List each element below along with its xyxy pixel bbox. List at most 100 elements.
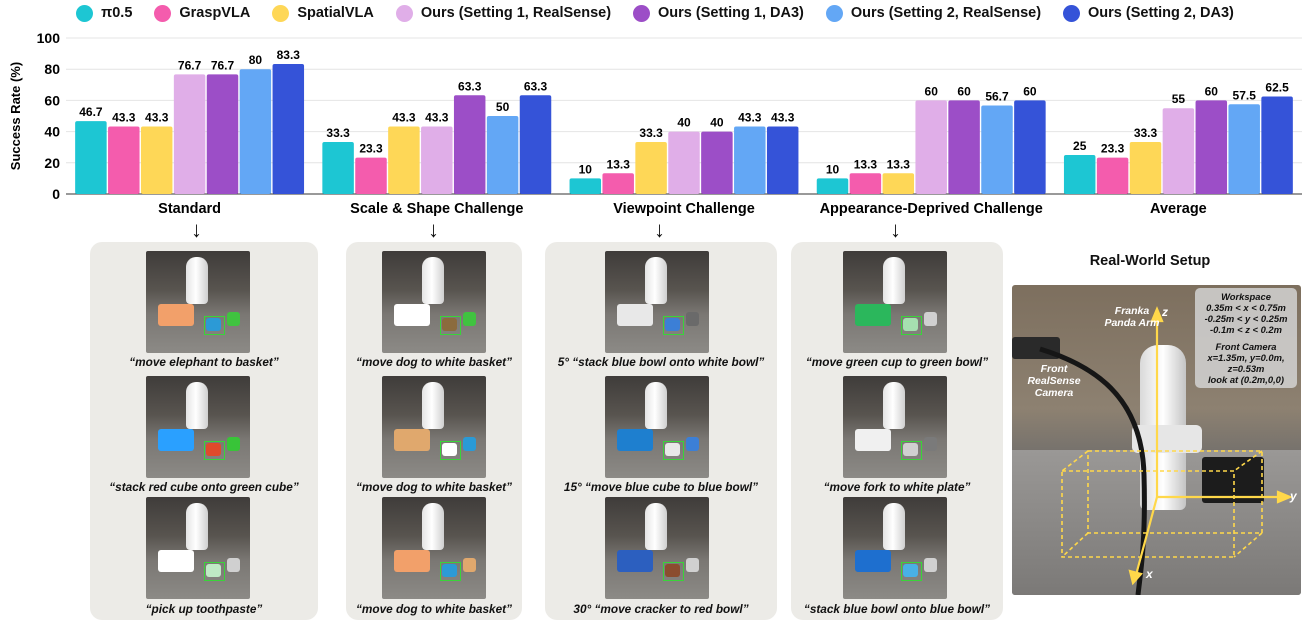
task-snapshot [146, 497, 250, 599]
category-label: Viewpoint Challenge [613, 201, 755, 217]
data-label: 43.3 [738, 110, 762, 124]
scene-object [617, 429, 653, 452]
legend-swatch [154, 4, 172, 22]
data-label: 76.7 [211, 58, 235, 72]
scene-object [158, 304, 194, 327]
target-bounding-box [901, 316, 922, 335]
target-bounding-box [663, 441, 684, 460]
robot-arm [185, 503, 209, 551]
data-label: 63.3 [458, 79, 482, 93]
y-axis-title: Success Rate (%) [8, 62, 23, 170]
scene-object [394, 429, 430, 452]
data-label: 60 [1205, 84, 1219, 98]
scene-object [665, 318, 680, 331]
bar [206, 74, 239, 194]
bar [75, 121, 107, 194]
bar [948, 100, 980, 194]
y-tick-label: 60 [44, 92, 60, 108]
robot-arm [882, 382, 906, 430]
bar [849, 173, 882, 194]
scene-object [686, 312, 699, 327]
task-caption: “move fork to white plate” [823, 480, 971, 494]
bar [108, 126, 140, 194]
category-label: Appearance-Deprived Challenge [820, 201, 1043, 217]
task-caption: “move dog to white basket” [355, 480, 512, 494]
legend-item: SpatialVLA [272, 4, 374, 22]
legend-label: π0.5 [101, 5, 133, 21]
task-snapshot [146, 251, 250, 353]
data-label: 40 [677, 116, 691, 130]
data-label: 43.3 [425, 110, 449, 124]
robot-arm [644, 382, 668, 430]
data-label: 46.7 [79, 105, 103, 119]
bar [766, 126, 799, 194]
data-label: 43.3 [392, 110, 416, 124]
data-label: 60 [925, 84, 939, 98]
category-label: Average [1150, 201, 1207, 217]
bar [140, 126, 173, 194]
data-label: 33.3 [639, 126, 663, 140]
task-snapshot [146, 376, 250, 478]
robot-arm [185, 382, 209, 430]
scene-object [227, 437, 240, 452]
scene-object [903, 318, 918, 331]
bar [1129, 142, 1162, 194]
data-label: 60 [957, 84, 971, 98]
scene-object [206, 318, 221, 331]
scene-object [463, 437, 476, 452]
scene-object [903, 443, 918, 456]
legend-item: Ours (Setting 1, DA3) [633, 4, 804, 22]
legend-label: Ours (Setting 2, RealSense) [850, 5, 1042, 21]
data-label: 25 [1073, 139, 1087, 153]
scene-object [394, 550, 430, 573]
task-snapshot [605, 376, 709, 478]
axis-z-label: z [1162, 305, 1168, 319]
data-label: 23.3 [1101, 142, 1125, 156]
task-caption: “move green cup to green bowl” [805, 355, 989, 369]
legend-label: Ours (Setting 2, DA3) [1088, 5, 1234, 21]
scene-object [903, 564, 918, 577]
target-bounding-box [901, 441, 922, 460]
data-label: 33.3 [1134, 126, 1158, 140]
task-caption: “stack red cube onto green cube” [109, 480, 299, 494]
axis-x-label: x [1146, 567, 1153, 581]
bar [668, 131, 700, 194]
arrow-scale-shape: ↓ [428, 217, 439, 242]
data-label: 40 [710, 116, 724, 130]
bar [322, 142, 354, 194]
task-snapshot [382, 376, 486, 478]
scene-object [206, 564, 221, 577]
category-label: Standard [158, 201, 221, 217]
front-camera-line: look at (0.2m,0,0) [1207, 374, 1285, 385]
bar [355, 157, 387, 194]
task-caption: 30° “move cracker to red bowl” [573, 602, 749, 616]
target-bounding-box [204, 316, 225, 335]
bar [701, 131, 733, 194]
task-snapshot [605, 497, 709, 599]
workspace-info-box: Workspace 0.35m < x < 0.75m -0.25m < y <… [1195, 288, 1297, 388]
data-label: 10 [579, 162, 593, 176]
real-world-photo: z y x Franka Panda Arm Front RealSense C… [1012, 285, 1301, 595]
data-label: 13.3 [887, 157, 911, 171]
task-caption: “stack blue bowl onto blue bowl” [803, 602, 991, 616]
data-label: 57.5 [1233, 88, 1257, 102]
task-caption: “move dog to white basket” [355, 602, 512, 616]
bar [1014, 100, 1046, 194]
scene-object [463, 312, 476, 327]
scene-object [158, 429, 194, 452]
robot-arm [644, 257, 668, 305]
category-label: Scale & Shape Challenge [350, 201, 523, 217]
task-snapshot [843, 497, 947, 599]
target-bounding-box [663, 316, 684, 335]
bar [272, 64, 305, 194]
front-camera-title: Front Camera [1215, 341, 1277, 352]
data-label: 43.3 [112, 110, 136, 124]
data-label: 13.3 [854, 157, 878, 171]
data-label: 43.3 [771, 110, 795, 124]
bar [602, 173, 634, 194]
target-bounding-box [204, 441, 225, 460]
legend-item: Ours (Setting 1, RealSense) [395, 4, 611, 22]
arrow-standard: ↓ [191, 217, 202, 242]
workspace-line: 0.35m < x < 0.75m [1206, 302, 1286, 313]
robot-arm [882, 257, 906, 305]
